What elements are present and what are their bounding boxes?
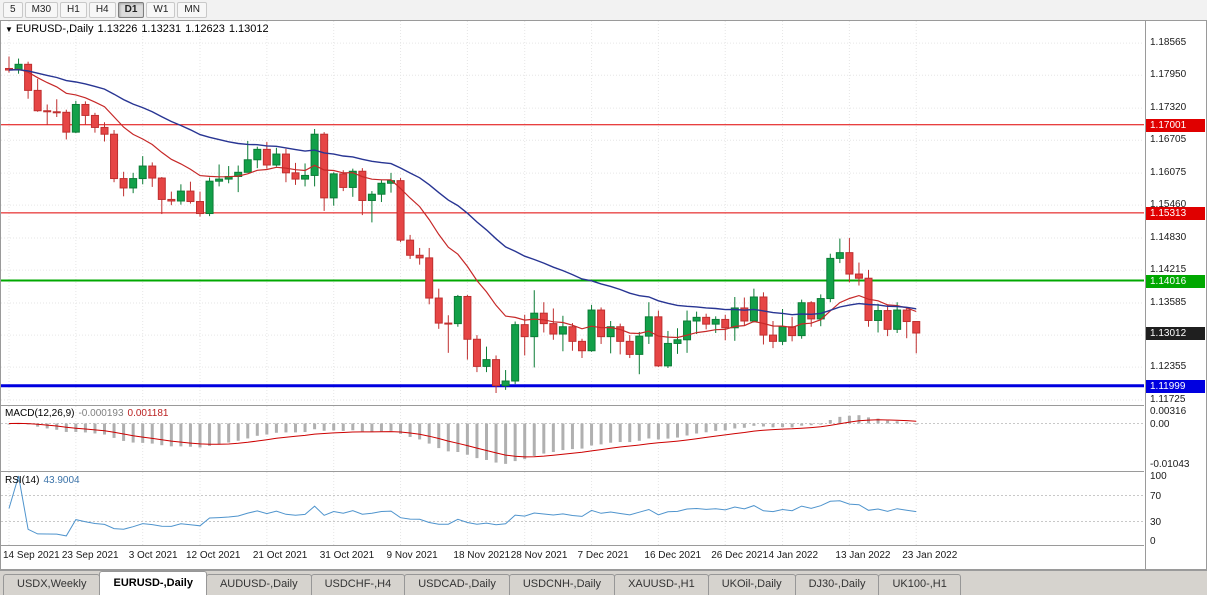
rsi-axis-label: 0 — [1150, 536, 1156, 547]
date-axis-label: 3 Oct 2021 — [128, 550, 178, 561]
macd-indicator-canvas[interactable] — [1, 406, 1144, 472]
date-axis-label: 4 Jan 2022 — [768, 550, 819, 561]
time-axis[interactable]: 14 Sep 2021 23 Sep 2021 3 Oct 2021 12 Oct 2… — [1, 546, 1144, 569]
macd-axis-label: -0.01043 — [1150, 459, 1190, 471]
price-axis-label: 1.17950 — [1150, 69, 1187, 81]
ohlc-low: 1.12623 — [185, 23, 225, 35]
date-axis-label: 7 Dec 2021 — [577, 550, 629, 561]
date-axis-label: 9 Nov 2021 — [386, 550, 438, 561]
timeframe-button-d1[interactable]: D1 — [117, 2, 145, 18]
date-axis-label: 21 Oct 2021 — [252, 550, 308, 561]
rsi-indicator-canvas[interactable] — [1, 472, 1144, 546]
date-axis-label: 12 Oct 2021 — [186, 550, 241, 561]
chart-title: ▼ EURUSD-,Daily 1.13226 1.13231 1.12623 1.130… — [5, 23, 273, 35]
price-axis-label: 1.16075 — [1150, 167, 1187, 179]
price-axis-label: 1.17320 — [1150, 102, 1187, 114]
rsi-name: RSI(14) — [5, 475, 40, 486]
chart-tab-audusd-daily[interactable]: AUDUSD-,Daily — [205, 574, 312, 595]
chart-tab-usdcnh-daily[interactable]: USDCNH-,Daily — [508, 574, 616, 595]
price-axis[interactable]: 1.18565 1.17950 1.17320 1.16705 1.16075 1.154… — [1145, 21, 1206, 569]
rsi-label: RSI(14) 43.9004 — [5, 475, 80, 486]
chart-tab-usdx-weekly[interactable]: USDX,Weekly — [3, 574, 101, 595]
rsi-axis-label: 30 — [1150, 516, 1162, 528]
price-axis-label: 1.12355 — [1150, 361, 1187, 373]
timeframe-button-mn[interactable]: MN — [177, 2, 207, 18]
level-price-badge: 1.14016 — [1146, 274, 1205, 288]
date-axis-label: 26 Dec 2021 — [711, 550, 768, 561]
level-price-badge: 1.17001 — [1146, 118, 1205, 132]
macd-axis-label: 0.00 — [1150, 418, 1170, 430]
macd-name: MACD(12,26,9) — [5, 408, 75, 419]
macd-axis-label: 0.00316 — [1150, 406, 1187, 418]
level-price-badge: 1.11999 — [1146, 379, 1205, 393]
chart-tab-dj30-daily[interactable]: DJ30-,Daily — [794, 574, 880, 595]
macd-signal-value: 0.001181 — [127, 408, 169, 419]
chart-window: 14 Sep 2021 23 Sep 2021 3 Oct 2021 12 Oct 2… — [0, 20, 1207, 570]
timeframe-button-m30[interactable]: M30 — [24, 2, 59, 18]
level-price-badge: 1.15313 — [1146, 206, 1205, 220]
date-axis-label: 14 Sep 2021 — [3, 550, 60, 561]
date-axis-label: 28 Nov 2021 — [510, 550, 568, 561]
ohlc-high: 1.13231 — [141, 23, 182, 35]
date-axis-label: 23 Sep 2021 — [61, 550, 119, 561]
timeframe-button-5[interactable]: 5 — [3, 2, 23, 18]
chart-tab-usdchf-h4[interactable]: USDCHF-,H4 — [310, 574, 406, 595]
collapse-arrow-icon[interactable]: ▼ — [5, 25, 13, 34]
rsi-axis-label: 70 — [1150, 490, 1162, 502]
chart-tab-eurusd-daily[interactable]: EURUSD-,Daily — [99, 571, 207, 595]
price-axis-label: 1.15460 — [1150, 199, 1187, 211]
date-axis-label: 31 Oct 2021 — [319, 550, 375, 561]
chart-tab-uk100-h1[interactable]: UK100-,H1 — [878, 574, 961, 595]
date-axis-label: 13 Jan 2022 — [835, 550, 891, 561]
date-axis-label: 18 Nov 2021 — [453, 550, 511, 561]
price-axis-label: 1.13585 — [1150, 297, 1187, 308]
price-chart-canvas[interactable] — [1, 21, 1144, 406]
price-axis-label: 1.14830 — [1150, 232, 1187, 244]
chart-tab-xauusd-h1[interactable]: XAUUSD-,H1 — [614, 574, 709, 595]
rsi-axis-label: 100 — [1150, 471, 1167, 482]
chart-symbol-label: EURUSD-,Daily — [15, 23, 94, 35]
rsi-value: 43.9004 — [43, 475, 80, 486]
ohlc-open: 1.13226 — [97, 23, 138, 35]
timeframe-toolbar: 5 M30 H1 H4 D1 W1 MN — [0, 0, 1207, 21]
timeframe-button-h1[interactable]: H1 — [60, 2, 87, 18]
macd-main-value: -0.000193 — [78, 408, 124, 419]
chart-tab-usdcad-daily[interactable]: USDCAD-,Daily — [404, 574, 510, 595]
timeframe-button-h4[interactable]: H4 — [88, 2, 116, 18]
price-axis-label: 1.11725 — [1150, 394, 1186, 406]
price-axis-label: 1.14215 — [1150, 264, 1187, 276]
chart-tab-ukoil-daily[interactable]: UKOil-,Daily — [707, 574, 796, 595]
chart-plot-area[interactable]: 14 Sep 2021 23 Sep 2021 3 Oct 2021 12 Oct 2… — [1, 21, 1144, 569]
date-axis-label: 16 Dec 2021 — [644, 550, 702, 561]
ohlc-close: 1.13012 — [228, 23, 269, 35]
date-axis-label: 23 Jan 2022 — [902, 550, 958, 561]
price-axis-label: 1.16705 — [1150, 134, 1187, 146]
macd-label: MACD(12,26,9) -0.000193 0.001181 — [5, 408, 168, 419]
timeframe-button-w1[interactable]: W1 — [146, 2, 176, 18]
current-price-badge: 1.13012 — [1146, 326, 1205, 340]
price-axis-label: 1.18565 — [1150, 37, 1187, 49]
chart-tabs-bar: USDX,Weekly EURUSD-,Daily AUDUSD-,Daily USD… — [0, 570, 1207, 595]
